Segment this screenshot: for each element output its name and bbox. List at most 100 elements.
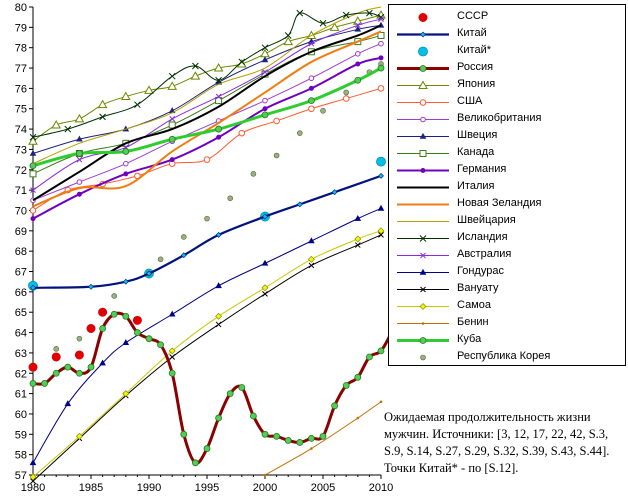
y-tick-label: 70	[15, 205, 27, 217]
data-point	[354, 215, 362, 221]
data-point	[203, 156, 211, 163]
y-tick-label: 66	[15, 287, 27, 299]
x-tick-label: 1985	[79, 482, 103, 494]
data-point	[157, 256, 164, 263]
series-18	[29, 227, 385, 481]
data-point	[343, 89, 350, 96]
data-point	[110, 310, 118, 318]
x-tick-label: 2000	[253, 482, 277, 494]
legend-item: Китай*	[389, 43, 625, 60]
legend-swatch-marker	[419, 132, 427, 139]
data-point	[216, 134, 222, 140]
data-point	[377, 64, 385, 72]
legend-label: Германия	[457, 163, 507, 175]
legend-item: Швеция	[389, 128, 625, 145]
x-tick-label: 1980	[21, 482, 45, 494]
data-point	[284, 32, 292, 39]
legend-label: Италия	[457, 180, 495, 192]
data-point	[215, 76, 222, 84]
x-tick-label: 1990	[137, 482, 161, 494]
data-point	[168, 121, 176, 129]
legend-item: Куба	[389, 332, 625, 349]
data-point	[377, 227, 385, 235]
legend-swatch	[420, 354, 426, 361]
legend-item: Австралия	[389, 247, 625, 264]
data-point	[342, 95, 350, 102]
data-point	[226, 390, 234, 398]
legend-swatch	[397, 80, 449, 89]
y-tick-label: 76	[15, 83, 27, 95]
y-tick-label: 61	[15, 389, 27, 401]
data-point	[215, 231, 222, 238]
data-point	[215, 97, 223, 105]
legend-swatch-marker	[419, 65, 427, 72]
y-tick-label: 58	[15, 450, 27, 462]
legend-swatch	[397, 168, 449, 173]
data-point	[181, 234, 187, 240]
data-point	[261, 44, 269, 52]
data-point	[284, 437, 292, 444]
data-point	[122, 339, 130, 346]
data-point	[168, 310, 176, 317]
data-point	[76, 156, 83, 163]
y-tick-label: 59	[15, 429, 27, 441]
legend: СССР Китай Китай* Россия Япония США Великобрит…	[388, 4, 626, 366]
legend-item: США	[389, 94, 625, 111]
legend-swatch-marker	[418, 46, 428, 57]
data-point	[262, 97, 268, 104]
legend-swatch	[418, 13, 428, 22]
y-tick-label: 57	[15, 470, 27, 482]
data-point	[378, 55, 384, 61]
data-point	[354, 22, 361, 29]
legend-label: Новая Зеландия	[457, 197, 542, 209]
data-point	[376, 156, 386, 167]
data-point	[378, 40, 384, 47]
y-tick-label: 65	[15, 307, 27, 319]
data-point	[64, 125, 72, 133]
legend-item: СССР	[389, 9, 625, 26]
data-point	[342, 382, 350, 389]
data-point	[331, 189, 338, 196]
data-point	[132, 315, 142, 325]
y-tick-label: 74	[15, 124, 27, 136]
data-point	[354, 373, 362, 381]
data-point	[296, 201, 303, 208]
legend-swatch	[397, 99, 449, 106]
data-point	[87, 363, 95, 371]
data-point	[250, 171, 257, 177]
y-tick-label: 63	[15, 348, 27, 360]
series-line	[32, 66, 382, 168]
series-line	[32, 12, 382, 138]
legend-label: США	[457, 95, 483, 107]
data-point	[366, 9, 373, 17]
data-point	[30, 216, 36, 222]
data-point	[296, 439, 304, 446]
series-line	[32, 6, 382, 165]
data-point	[238, 58, 246, 66]
legend-label: Куба	[457, 333, 482, 345]
series-13	[32, 6, 382, 165]
data-point	[261, 259, 269, 266]
legend-swatch	[397, 303, 449, 310]
data-point	[28, 136, 38, 145]
series-line	[264, 401, 382, 476]
data-point	[120, 91, 131, 101]
data-point	[122, 148, 130, 155]
y-tick-label: 68	[15, 246, 27, 258]
legend-item: Бенин	[389, 315, 625, 332]
legend-swatch-marker	[419, 99, 427, 106]
legend-swatch	[397, 116, 449, 123]
data-point	[52, 369, 60, 377]
data-point	[133, 329, 141, 336]
data-point	[74, 113, 85, 123]
data-point	[122, 278, 129, 285]
data-point	[355, 61, 361, 67]
data-point	[29, 459, 37, 466]
y-tick-label: 75	[15, 104, 27, 116]
data-point	[180, 430, 188, 438]
legend-item: Германия	[389, 162, 625, 179]
legend-label: Россия	[457, 61, 494, 73]
data-point	[169, 354, 176, 360]
data-point	[29, 162, 37, 170]
y-tick-label: 69	[15, 226, 27, 238]
